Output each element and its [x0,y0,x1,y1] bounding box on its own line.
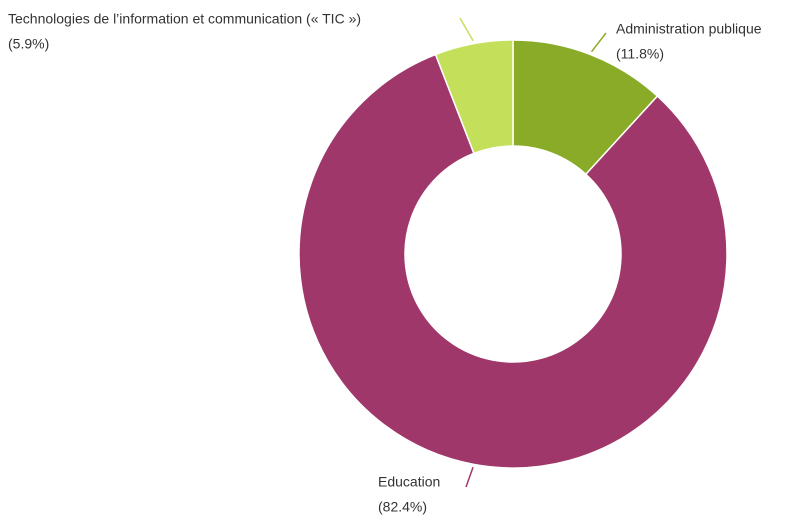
slice-label: Administration publique [616,21,762,37]
slice-value-label: (82.4%) [378,499,427,515]
slice-label: Technologies de l’information et communi… [8,11,361,27]
leader-line [459,17,474,42]
leader-line [590,32,607,53]
slice-label: Education [378,474,440,490]
donut-slice [298,53,728,469]
slice-value-label: (5.9%) [8,36,49,52]
leader-line [465,467,474,488]
slice-value-label: (11.8%) [616,46,664,62]
donut-slice [434,39,514,155]
